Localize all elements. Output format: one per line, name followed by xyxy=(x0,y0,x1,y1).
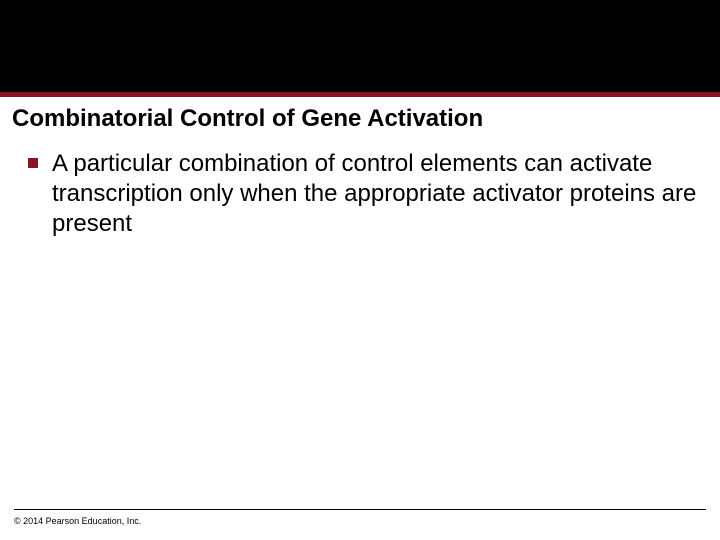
footer-rule xyxy=(14,509,706,510)
slide-title: Combinatorial Control of Gene Activation xyxy=(0,97,720,139)
bullet-item: A particular combination of control elem… xyxy=(28,149,702,239)
bullet-text: A particular combination of control elem… xyxy=(52,149,702,239)
copyright-text: © 2014 Pearson Education, Inc. xyxy=(14,516,141,526)
bullet-list: A particular combination of control elem… xyxy=(0,139,720,239)
top-black-band xyxy=(0,0,720,92)
square-bullet-icon xyxy=(28,158,38,168)
